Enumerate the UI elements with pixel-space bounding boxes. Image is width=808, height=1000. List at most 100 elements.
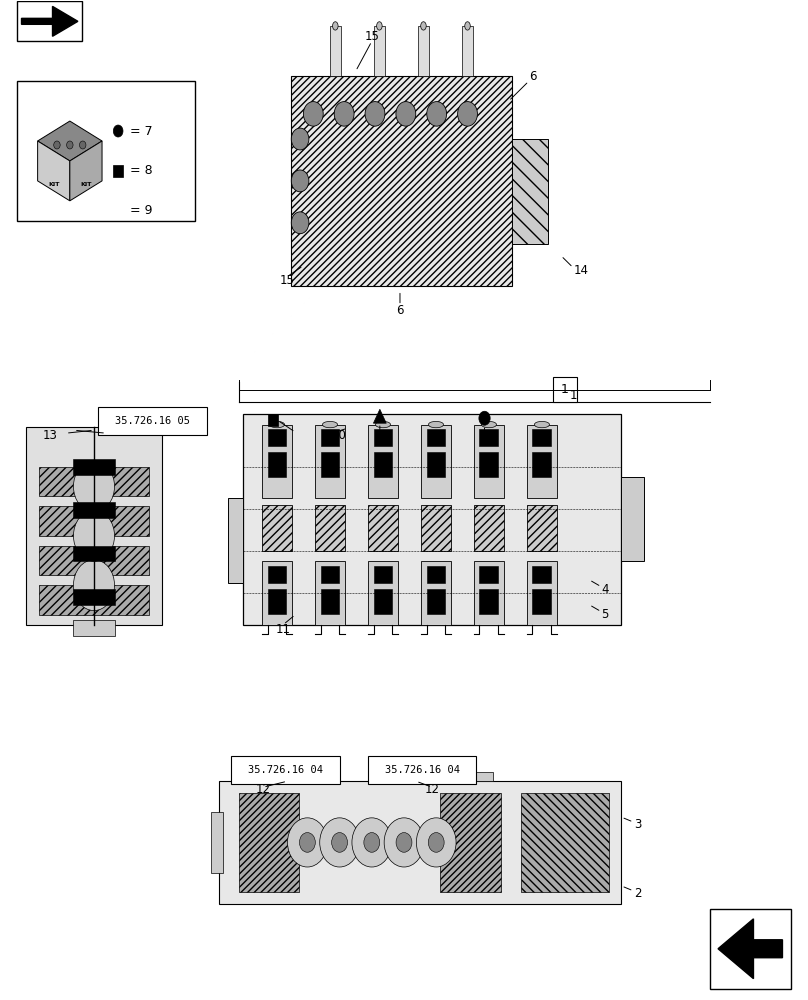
Bar: [368, 505, 398, 551]
Text: 13: 13: [42, 429, 57, 442]
Text: 6: 6: [396, 304, 404, 317]
Polygon shape: [373, 409, 386, 423]
Bar: [521, 793, 609, 892]
Bar: [473, 561, 504, 625]
Circle shape: [457, 102, 478, 126]
Bar: [315, 425, 345, 498]
Bar: [18, 1, 82, 41]
Circle shape: [396, 102, 416, 126]
Text: 15: 15: [280, 274, 295, 287]
Bar: [421, 425, 451, 498]
Bar: [374, 26, 385, 76]
Bar: [315, 561, 345, 625]
Text: 4: 4: [601, 583, 609, 596]
Bar: [74, 502, 115, 518]
Text: 12: 12: [425, 783, 440, 796]
Bar: [427, 452, 445, 477]
Text: 11: 11: [276, 623, 291, 636]
Text: 1: 1: [570, 389, 577, 402]
Bar: [74, 620, 115, 636]
Ellipse shape: [333, 22, 338, 30]
Bar: [368, 756, 477, 784]
Text: 5: 5: [602, 608, 609, 621]
Bar: [321, 429, 339, 446]
Text: 35.726.16 04: 35.726.16 04: [248, 765, 322, 775]
Bar: [268, 414, 278, 426]
Polygon shape: [38, 141, 69, 201]
Bar: [440, 793, 501, 892]
Bar: [330, 26, 341, 76]
Bar: [553, 377, 577, 402]
Circle shape: [365, 102, 385, 126]
Bar: [211, 812, 223, 873]
Text: 6: 6: [529, 70, 537, 83]
Text: 12: 12: [255, 783, 271, 796]
Bar: [427, 589, 445, 614]
Text: KIT: KIT: [48, 182, 60, 187]
Circle shape: [331, 833, 347, 852]
Bar: [239, 793, 299, 892]
Circle shape: [288, 818, 327, 867]
Circle shape: [364, 833, 380, 852]
Circle shape: [79, 141, 86, 149]
Ellipse shape: [534, 421, 549, 428]
Bar: [479, 429, 499, 446]
Circle shape: [320, 818, 360, 867]
Text: 35.726.16 04: 35.726.16 04: [385, 765, 460, 775]
Bar: [321, 452, 339, 477]
Bar: [291, 76, 511, 286]
Bar: [511, 139, 549, 244]
Bar: [710, 909, 790, 989]
Text: 2: 2: [633, 887, 642, 900]
Bar: [368, 561, 398, 625]
Bar: [40, 467, 149, 496]
Text: KIT: KIT: [80, 182, 91, 187]
Ellipse shape: [465, 22, 470, 30]
Bar: [469, 772, 493, 781]
Bar: [532, 429, 551, 446]
Bar: [527, 505, 557, 551]
Bar: [321, 566, 339, 583]
Circle shape: [352, 818, 392, 867]
Bar: [26, 427, 162, 625]
Bar: [418, 26, 429, 76]
Bar: [373, 589, 393, 614]
Bar: [40, 506, 149, 536]
Circle shape: [427, 102, 447, 126]
Bar: [40, 546, 149, 575]
Circle shape: [384, 818, 424, 867]
Bar: [532, 452, 551, 477]
Bar: [479, 589, 499, 614]
Ellipse shape: [269, 421, 284, 428]
Bar: [267, 589, 287, 614]
Bar: [421, 505, 451, 551]
Bar: [74, 459, 115, 475]
Bar: [373, 566, 393, 583]
Circle shape: [303, 102, 323, 126]
Polygon shape: [718, 919, 782, 979]
Bar: [315, 505, 345, 551]
Ellipse shape: [376, 421, 390, 428]
Circle shape: [113, 125, 123, 137]
Bar: [74, 546, 115, 561]
Bar: [40, 585, 149, 615]
Circle shape: [74, 510, 115, 561]
Bar: [479, 452, 499, 477]
Bar: [267, 452, 287, 477]
Ellipse shape: [377, 22, 382, 30]
Bar: [267, 429, 287, 446]
Bar: [532, 566, 551, 583]
Bar: [262, 505, 292, 551]
Bar: [228, 498, 243, 583]
Ellipse shape: [421, 22, 426, 30]
Circle shape: [74, 461, 115, 512]
Circle shape: [335, 102, 354, 126]
Ellipse shape: [322, 421, 338, 428]
Bar: [462, 26, 473, 76]
Bar: [262, 561, 292, 625]
Circle shape: [300, 833, 315, 852]
Bar: [74, 589, 115, 605]
Bar: [527, 425, 557, 498]
Polygon shape: [38, 121, 102, 161]
Bar: [427, 566, 445, 583]
